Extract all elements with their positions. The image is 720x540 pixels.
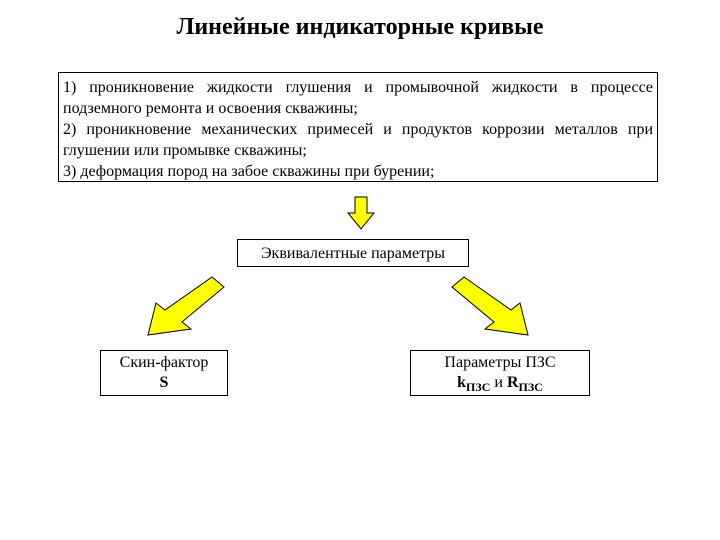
pzs-k-symbol: k: [457, 374, 466, 391]
pzs-r-subscript: ПЗС: [519, 380, 543, 394]
pzs-params-box: Параметры ПЗС kПЗС и RПЗС: [410, 350, 590, 396]
pzs-r-symbol: R: [507, 374, 519, 391]
pzs-params-symbols: kПЗС и RПЗС: [411, 373, 589, 397]
causes-list-line: 2) проникновение механических примесей и…: [63, 119, 653, 161]
arrow-down-left-icon: [138, 275, 228, 341]
skin-factor-box: Скин-фактор S: [100, 350, 228, 396]
slide-title: Линейные индикаторные кривые: [0, 14, 720, 41]
causes-list-line: 3) деформация пород на забое скважины пр…: [63, 161, 653, 182]
arrow-down-right-icon: [448, 275, 538, 341]
pzs-params-label: Параметры ПЗС: [411, 353, 589, 373]
skin-factor-label: Скин-фактор: [101, 353, 227, 373]
pzs-k-subscript: ПЗС: [466, 380, 490, 394]
equivalent-params-label: Эквивалентные параметры: [261, 245, 445, 262]
skin-factor-symbol: S: [101, 373, 227, 393]
causes-list-box: 1) проникновение жидкости глушения и про…: [58, 72, 658, 182]
slide-root: Линейные индикаторные кривые 1) проникно…: [0, 0, 720, 540]
equivalent-params-box: Эквивалентные параметры: [237, 239, 469, 267]
causes-list-line: 1) проникновение жидкости глушения и про…: [63, 77, 653, 119]
arrow-down-icon: [346, 195, 376, 231]
pzs-and-text: и: [490, 374, 507, 391]
